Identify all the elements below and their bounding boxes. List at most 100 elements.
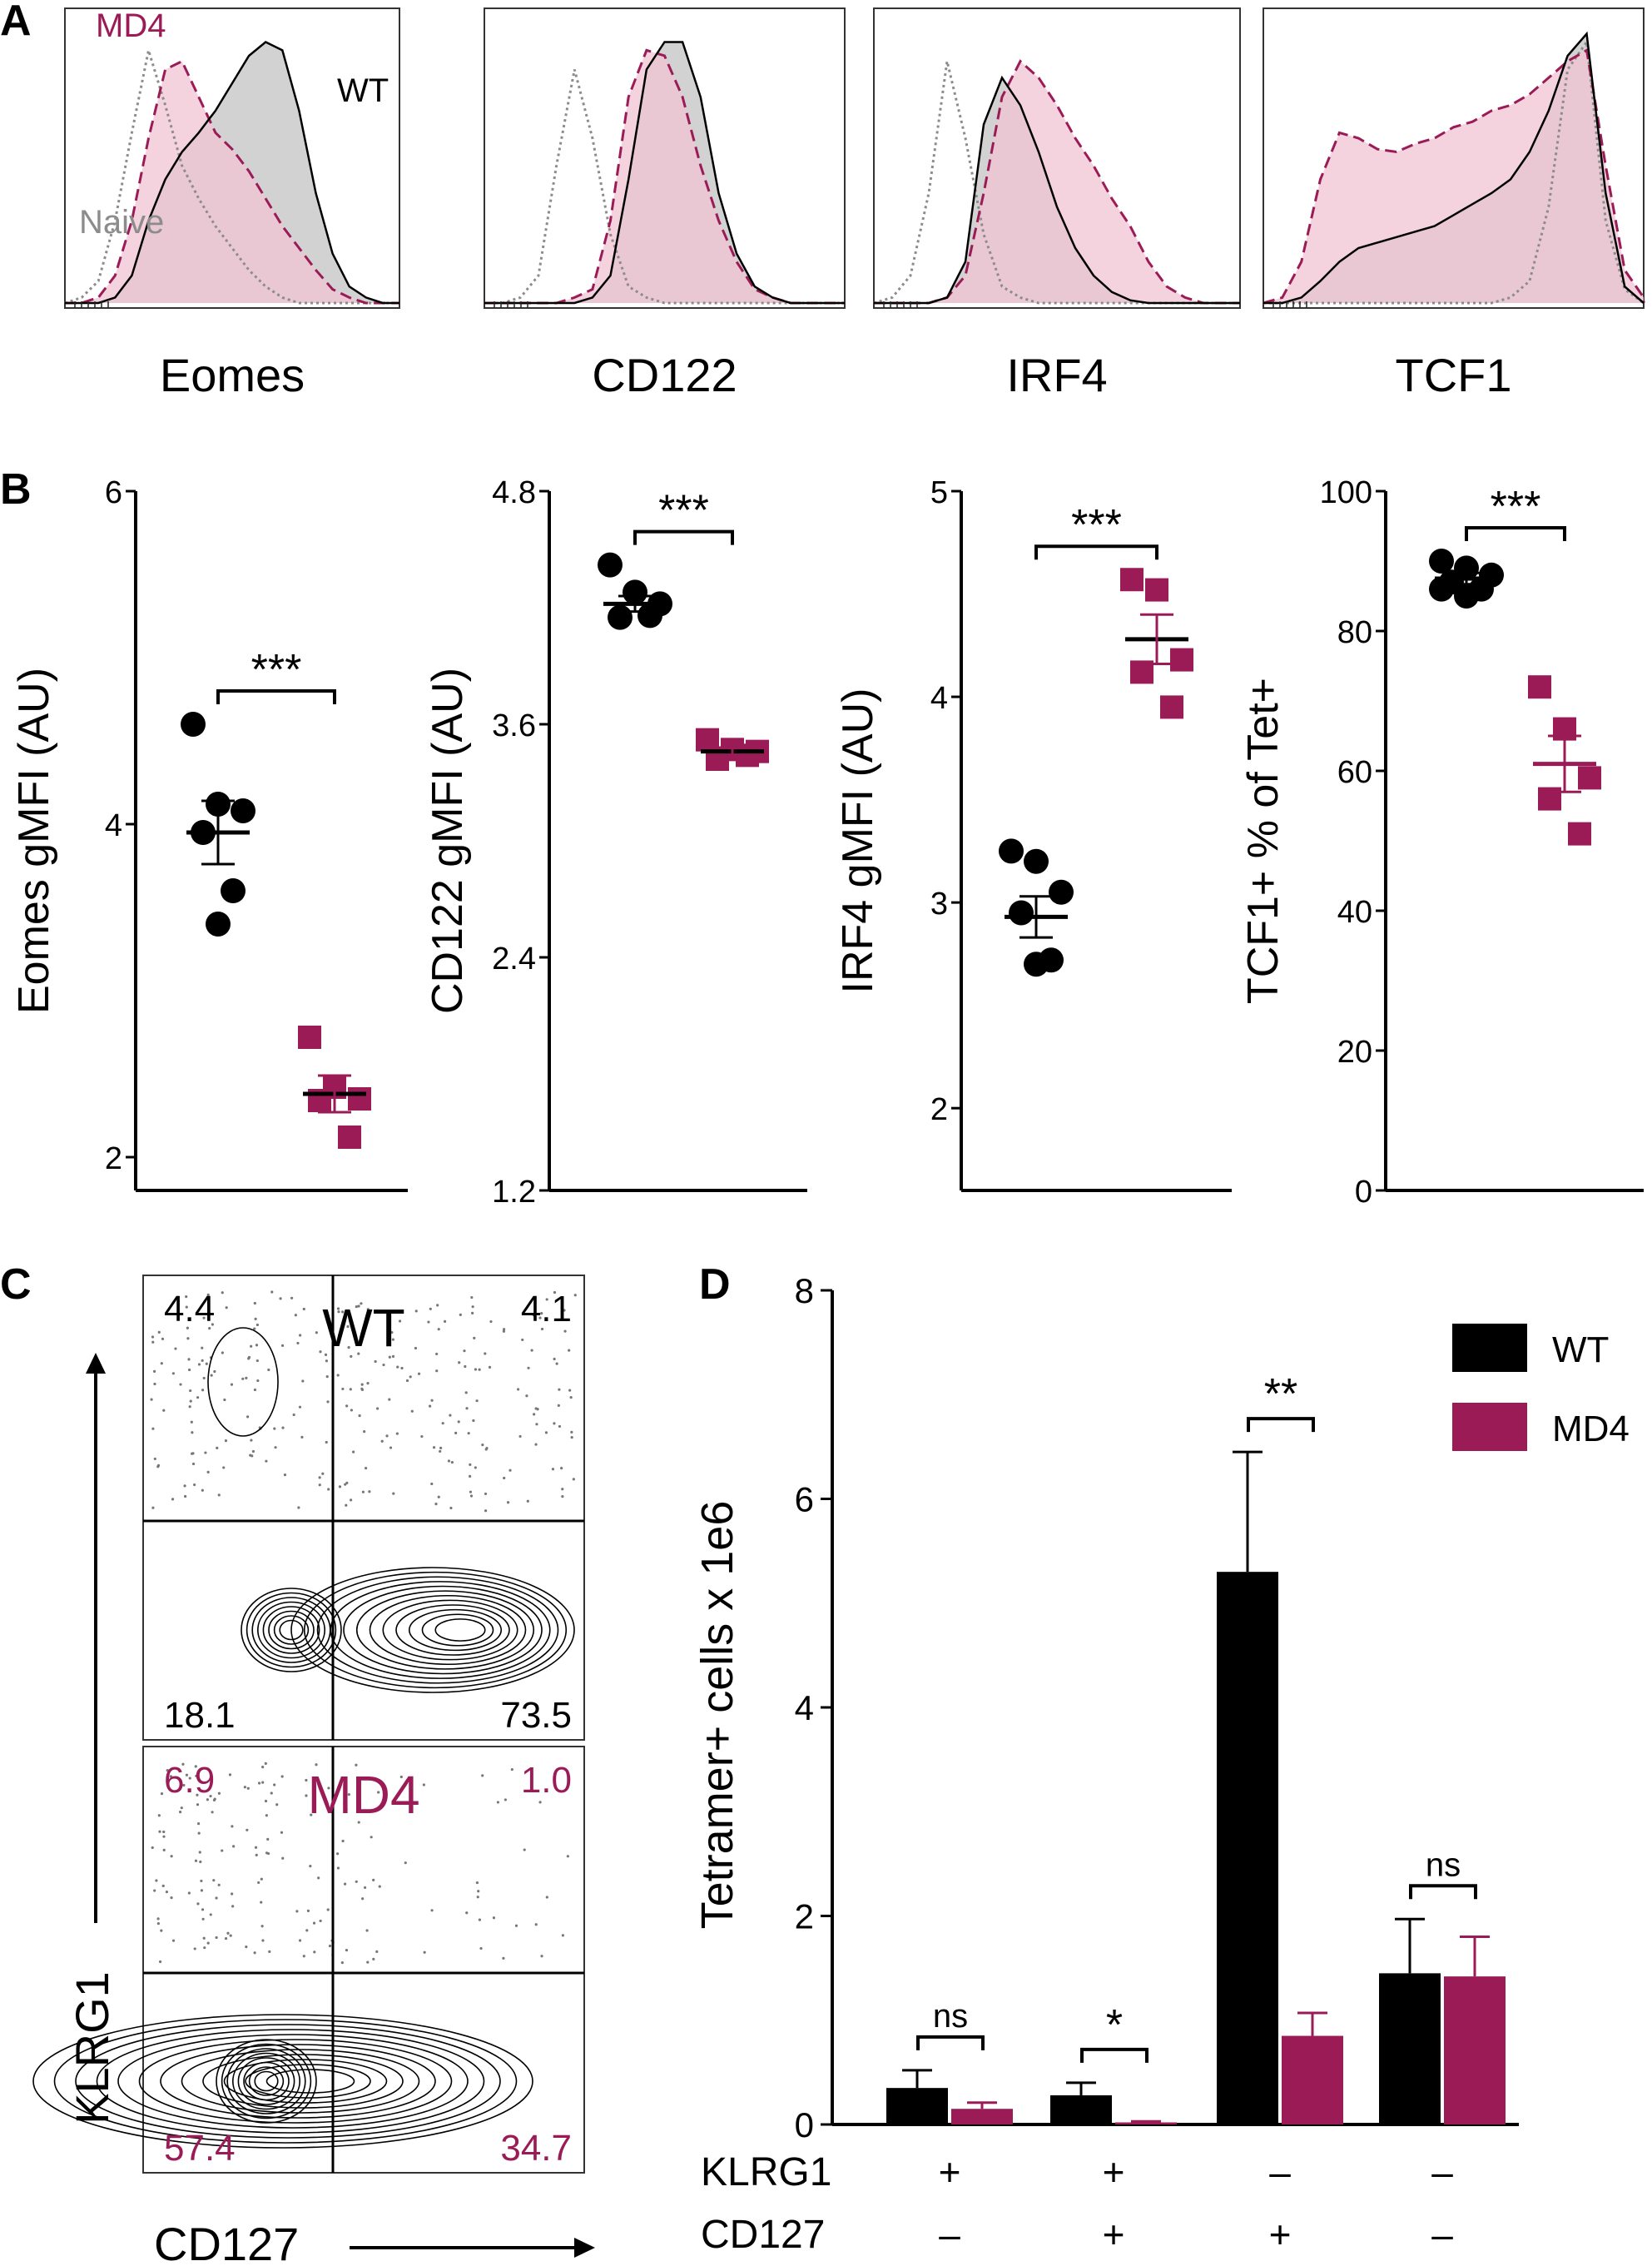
quadrant-bottom-left: 18.1 [164,1695,236,1736]
event-dot [224,1439,228,1443]
event-dot [197,1831,201,1835]
event-dot [355,1305,358,1309]
event-dot [336,1374,340,1377]
event-dot [372,1957,375,1960]
event-dot [535,1423,538,1426]
event-dot [427,1320,430,1324]
event-dot [196,1793,199,1796]
event-dot [502,1328,506,1331]
event-dot [280,1775,284,1778]
y-tick-label: 5 [930,475,948,510]
event-dot [153,1889,156,1892]
event-dot [470,1295,474,1299]
event-dot [185,1295,188,1299]
event-dot [345,1481,349,1485]
wt-point [623,579,647,605]
panel-a-histograms: Eomes CD122 IRF4 TCF1 MD4 WT Naive [64,7,1645,401]
md4-point [348,1087,371,1111]
event-dot [150,1398,153,1401]
event-dot [158,1960,162,1964]
contour-line [303,1571,568,1689]
event-dot [253,1388,257,1392]
md4-bar [951,2109,1013,2124]
event-dot [464,1364,467,1369]
event-dot [355,1880,358,1883]
event-dot [264,1762,267,1765]
event-dot [514,1924,518,1927]
event-dot [201,1346,204,1349]
legend-swatch-md4 [1452,1403,1527,1451]
event-dot [423,1950,426,1954]
legend-label-md4: MD4 [1552,1409,1630,1449]
event-dot [400,1366,404,1370]
event-dot [196,1902,200,1906]
event-dot [350,1409,354,1412]
histogram-frame [873,7,1241,309]
event-dot [368,1490,371,1493]
contours [32,2014,533,2149]
md4-fill [65,61,399,303]
event-dot [345,1503,348,1507]
wt-bar [1050,2095,1112,2124]
contour-line [226,2048,306,2114]
contour-line [202,2054,404,2109]
event-dot [429,1404,432,1408]
event-dot [436,1304,439,1307]
event-dot [370,1836,373,1839]
event-dot [199,1860,202,1864]
event-dot [176,1767,180,1771]
event-dot [253,1327,256,1330]
event-dot [215,1936,218,1940]
event-dot [345,1949,349,1952]
histogram-frame [64,7,400,309]
event-dot [502,1329,506,1333]
contour-line [434,1618,486,1642]
event-dot [265,1459,268,1463]
contour-line [223,2059,388,2104]
event-dot [217,1883,221,1886]
event-dot [476,1896,479,1899]
wt-line [874,75,1240,305]
event-dot [484,1448,488,1451]
event-dot [198,1851,201,1854]
event-dot [241,1377,245,1380]
event-dot [551,1468,555,1471]
cd127-sign: + [1269,2213,1292,2256]
event-dot [417,1372,421,1375]
event-dot [179,1811,182,1814]
y-tick-label: 1.2 [492,1175,536,1210]
y-tick-label: 2.4 [492,942,536,976]
event-dot [350,1498,353,1502]
md4-point [1170,648,1193,672]
event-dot [315,1331,318,1334]
event-dot [253,1951,256,1955]
event-dot [261,1766,265,1769]
contour-plot-title: MD4 [307,1765,419,1825]
event-dot [355,1763,358,1767]
event-dot [222,1466,226,1469]
event-dot [553,1290,557,1295]
event-dot [315,1763,318,1767]
significance-bracket [1080,2047,1148,2063]
event-dot [257,1781,261,1785]
event-dot [540,1955,543,1958]
contour-line [343,1585,543,1675]
y-tick-label: 2 [930,1092,948,1127]
legend-swatch-wt [1452,1324,1527,1372]
scatter-subplot-4: 100 80 60 40 20 0 TCF1+ % of Tet+ *** [1239,475,1644,1210]
event-dot [469,1474,472,1478]
md4-point [1568,822,1591,846]
event-dot [570,1430,573,1434]
event-dot [327,1488,330,1491]
event-dot [228,1773,232,1777]
legend-naive: Naive [79,204,164,241]
event-dot [156,1922,160,1926]
event-dot [343,1802,346,1806]
event-dot [231,1825,234,1828]
event-dot [377,1791,380,1794]
event-dot [152,1369,156,1373]
event-dot [217,1791,221,1795]
event-dot [357,1304,360,1308]
y-tick-label: 4 [105,808,122,843]
event-dot [533,1413,536,1416]
